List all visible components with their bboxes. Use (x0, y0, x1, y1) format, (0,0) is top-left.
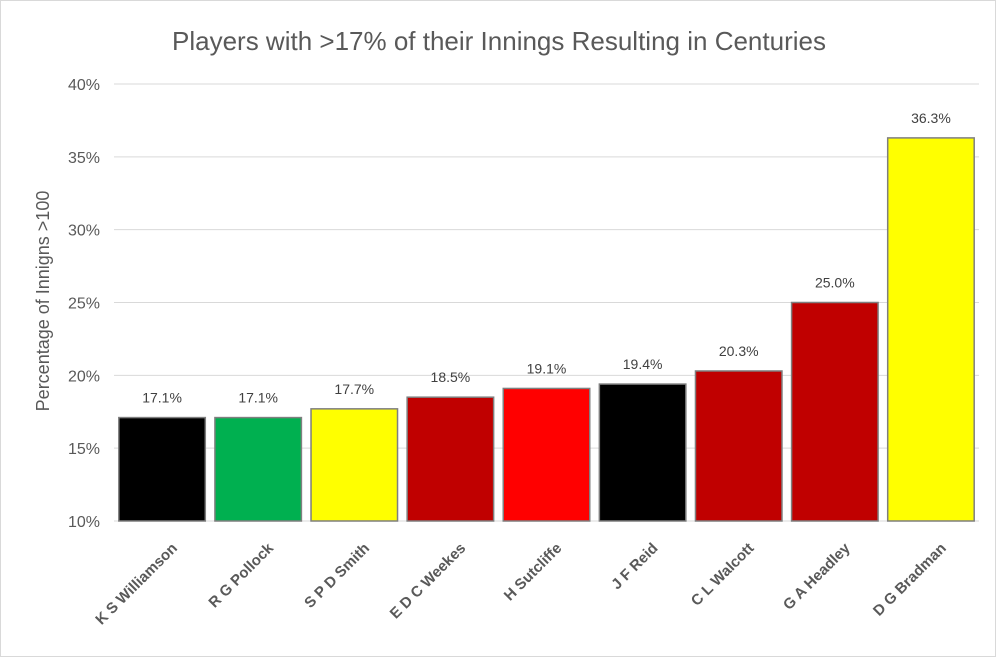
y-tick-label: 15% (68, 441, 100, 458)
data-label: 17.1% (142, 390, 182, 406)
data-label: 17.1% (238, 390, 278, 406)
y-tick-label: 35% (68, 150, 100, 167)
category-label: J F Reid (608, 540, 661, 593)
bar (214, 416, 303, 522)
y-tick-label: 30% (68, 223, 100, 240)
bar (886, 137, 975, 522)
category-label: C L Walcott (688, 540, 758, 610)
bar (694, 370, 783, 522)
y-axis-ticks: 10% 15% 20% 25% 30% 35% 40% (68, 77, 100, 531)
y-tick-label: 20% (68, 368, 100, 385)
bar (310, 408, 399, 522)
x-axis-categories: K S Williamson R G Pollock S P D Smith E D … (92, 539, 949, 628)
y-tick-label: 10% (68, 514, 100, 531)
y-tick-label: 25% (68, 296, 100, 313)
category-label: S P D Smith (301, 540, 373, 612)
bar (406, 396, 495, 522)
data-label: 36.3% (911, 110, 951, 126)
bar (118, 416, 207, 522)
bar (502, 387, 591, 522)
data-label: 25.0% (815, 275, 855, 291)
category-label: E D C Weekes (387, 540, 470, 623)
bar (598, 383, 687, 522)
data-labels: 17.1% 17.1% 17.7% 18.5% 19.1% 19.4% 20.3% 25.0%… (142, 110, 951, 406)
category-label: R G Pollock (205, 539, 277, 611)
data-label: 17.7% (334, 381, 374, 397)
data-label: 18.5% (431, 369, 471, 385)
data-label: 20.3% (719, 343, 759, 359)
bar (790, 301, 879, 522)
category-label: H Sutcliffe (501, 540, 565, 604)
data-label: 19.1% (527, 360, 567, 376)
category-label: D G Bradman (870, 540, 950, 620)
bars (118, 137, 975, 522)
category-label: G A Headley (780, 539, 854, 613)
y-tick-label: 40% (68, 77, 100, 94)
data-label: 19.4% (623, 356, 663, 372)
chart-title: Players with >17% of their Innings Resul… (172, 26, 826, 56)
y-axis-label: Percentage of Innigns >100 (33, 191, 53, 412)
category-label: K S Williamson (92, 540, 181, 629)
